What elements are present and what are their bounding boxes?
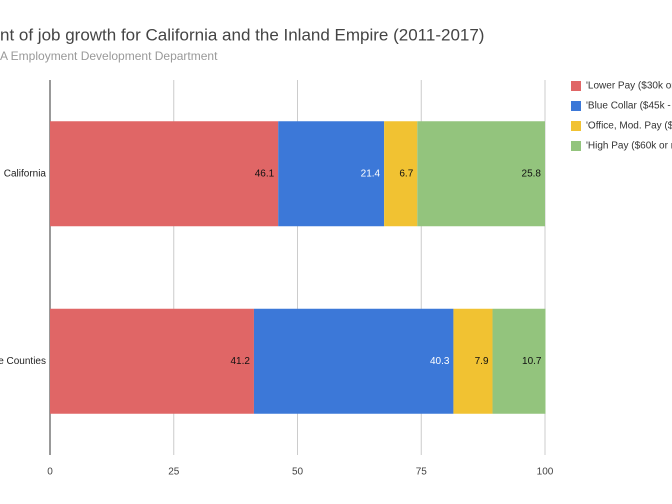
bar-segment	[50, 308, 254, 414]
legend-swatch	[571, 101, 581, 111]
data-label: 7.9	[475, 356, 489, 367]
bar-segment	[384, 121, 418, 227]
data-label: 40.3	[430, 356, 450, 367]
legend-label: 'Blue Collar ($45k - $	[586, 101, 672, 112]
legend-swatch	[571, 81, 581, 91]
data-label: 10.7	[522, 356, 542, 367]
legend-label: 'Lower Pay ($30k or	[586, 81, 672, 92]
bar-segment	[453, 308, 493, 414]
data-label: 25.8	[522, 168, 542, 179]
x-tick-label: 25	[168, 467, 180, 478]
legend-swatch	[571, 141, 581, 151]
bar-segment	[492, 308, 546, 414]
bar-segment	[50, 121, 279, 227]
chart-title: nt of job growth for California and the …	[0, 25, 484, 44]
data-label: 6.7	[399, 168, 413, 179]
data-label: 46.1	[255, 168, 275, 179]
bar-segment	[253, 308, 454, 414]
x-tick-label: 50	[292, 467, 304, 478]
x-tick-label: 0	[47, 467, 53, 478]
x-tick-label: 75	[416, 467, 428, 478]
legend-swatch	[571, 121, 581, 131]
legend-label: 'High Pay ($60k or r	[586, 141, 672, 152]
bar-segment	[278, 121, 385, 227]
bar-segment	[417, 121, 545, 227]
x-tick-label: 100	[537, 467, 554, 478]
data-label: 41.2	[230, 356, 250, 367]
y-tick-label: California	[4, 168, 47, 179]
data-label: 21.4	[361, 168, 381, 179]
chart-subtitle: A Employment Development Department	[0, 49, 218, 63]
legend-label: 'Office, Mod. Pay ($4	[586, 121, 672, 132]
y-tick-label: e Counties	[0, 356, 46, 367]
